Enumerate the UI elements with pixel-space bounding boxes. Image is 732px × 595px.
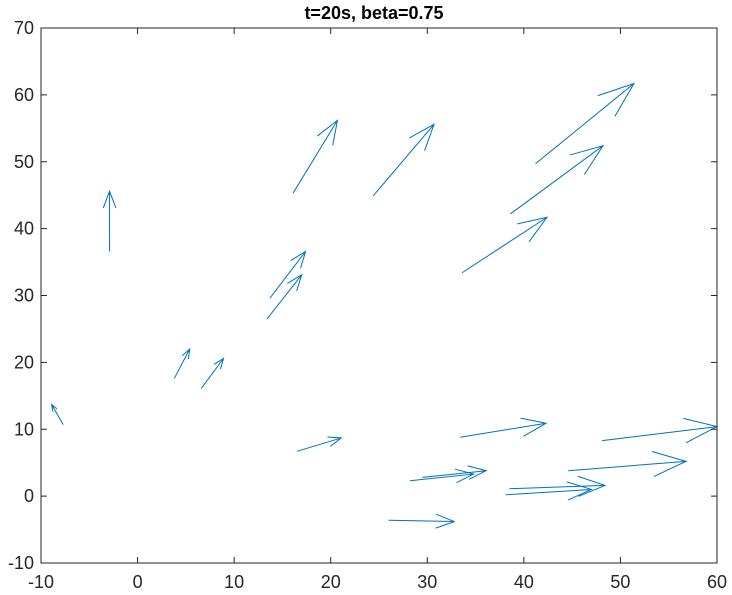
quiver-arrow-13 — [461, 216, 549, 274]
y-tick-labels: -10 0 10 20 30 40 50 60 70 — [8, 18, 34, 573]
quiver-arrow-3 — [173, 347, 191, 379]
y-tick-label: 30 — [14, 286, 34, 306]
quiver-arrow-19 — [568, 451, 688, 477]
quiver-arrow-15 — [505, 481, 593, 501]
quiver-arrow-5 — [266, 273, 303, 320]
quiver-arrow-6 — [269, 250, 307, 299]
quiver-arrow-7 — [292, 119, 339, 194]
plot-background — [41, 28, 717, 563]
quiver-arrow-8 — [296, 436, 343, 452]
y-tick-label: -10 — [8, 553, 34, 573]
quiver-arrow-9 — [372, 123, 435, 197]
y-tick-label: 60 — [14, 85, 34, 105]
quiver-arrow-2 — [102, 189, 117, 252]
y-tick-label: 40 — [14, 219, 34, 239]
quiver-arrow-14 — [460, 417, 548, 438]
x-tick-label: -10 — [28, 572, 54, 592]
quiver-arrow-18 — [535, 82, 636, 165]
y-tick-label: 70 — [14, 18, 34, 38]
arrows-layer — [50, 82, 719, 529]
x-tick-label: 60 — [707, 572, 727, 592]
x-tick-label: 10 — [224, 572, 244, 592]
quiver-arrow-12 — [422, 465, 488, 480]
chart-title: t=20s, beta=0.75 — [304, 3, 443, 23]
x-tick-label: 30 — [417, 572, 437, 592]
x-tick-label: 0 — [133, 572, 143, 592]
x-tick-label: 50 — [610, 572, 630, 592]
y-tick-label: 10 — [14, 419, 34, 439]
quiver-arrow-17 — [510, 144, 605, 215]
quiver-arrow-4 — [200, 357, 225, 389]
x-tick-labels: -10 0 10 20 30 40 50 60 — [28, 572, 727, 592]
quiver-arrow-16 — [509, 475, 607, 497]
y-tick-label: 50 — [14, 152, 34, 172]
quiver-arrow-1 — [50, 403, 64, 425]
y-tick-label: 20 — [14, 352, 34, 372]
x-tick-label: 20 — [321, 572, 341, 592]
x-tick-label: 40 — [514, 572, 534, 592]
y-tick-label: 0 — [24, 486, 34, 506]
quiver-arrow-11 — [409, 468, 476, 484]
quiver-arrow-10 — [388, 513, 456, 529]
axes-box — [40, 27, 718, 564]
